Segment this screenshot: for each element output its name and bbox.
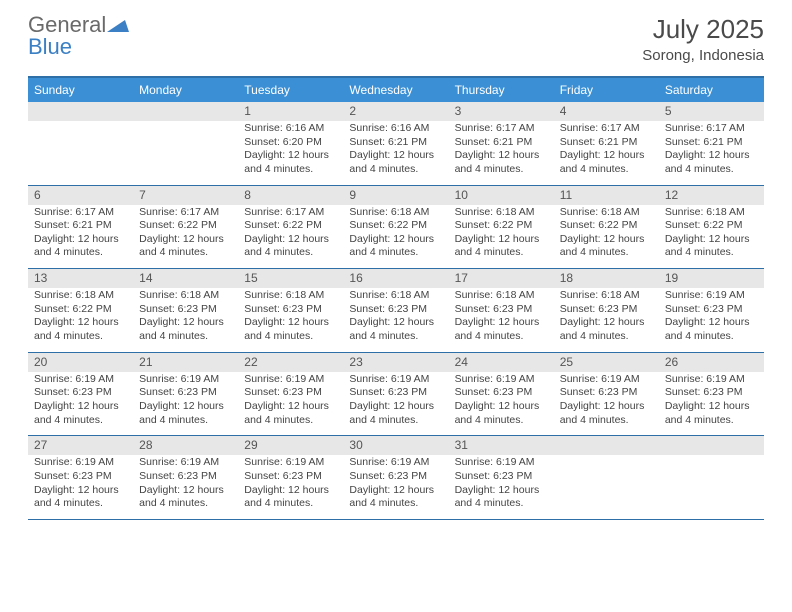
header: General Blue July 2025 Sorong, Indonesia: [0, 0, 792, 70]
day-number: 9: [343, 186, 448, 205]
week: 2728293031Sunrise: 6:19 AMSunset: 6:23 P…: [28, 436, 764, 520]
day-content: [554, 455, 659, 519]
day-number: 19: [659, 269, 764, 288]
day-number: 14: [133, 269, 238, 288]
day-content: Sunrise: 6:16 AMSunset: 6:21 PMDaylight:…: [343, 121, 448, 185]
day-content: Sunrise: 6:19 AMSunset: 6:23 PMDaylight:…: [343, 455, 448, 519]
title-block: July 2025 Sorong, Indonesia: [642, 14, 764, 64]
day-content: Sunrise: 6:19 AMSunset: 6:23 PMDaylight:…: [238, 372, 343, 436]
calendar: SundayMondayTuesdayWednesdayThursdayFrid…: [28, 76, 764, 520]
location-subtitle: Sorong, Indonesia: [642, 47, 764, 64]
day-content: Sunrise: 6:19 AMSunset: 6:23 PMDaylight:…: [659, 372, 764, 436]
day-header: Wednesday: [343, 78, 448, 102]
day-number: 1: [238, 102, 343, 121]
day-number: 21: [133, 353, 238, 372]
day-content: Sunrise: 6:19 AMSunset: 6:23 PMDaylight:…: [238, 455, 343, 519]
day-content: Sunrise: 6:18 AMSunset: 6:23 PMDaylight:…: [133, 288, 238, 352]
day-number: 26: [659, 353, 764, 372]
day-number: 23: [343, 353, 448, 372]
day-number: [659, 436, 764, 455]
week: 6789101112 Sunrise: 6:17 AMSunset: 6:21 P…: [28, 186, 764, 270]
day-number: 5: [659, 102, 764, 121]
week: 13141516171819Sunrise: 6:18 AMSunset: 6:…: [28, 269, 764, 353]
day-header: Sunday: [28, 78, 133, 102]
day-number: 30: [343, 436, 448, 455]
day-content: Sunrise: 6:18 AMSunset: 6:23 PMDaylight:…: [449, 288, 554, 352]
logo-text-2: Blue: [28, 34, 72, 59]
day-number: 29: [238, 436, 343, 455]
day-header: Monday: [133, 78, 238, 102]
day-content: Sunrise: 6:18 AMSunset: 6:22 PMDaylight:…: [554, 205, 659, 269]
day-content: Sunrise: 6:18 AMSunset: 6:22 PMDaylight:…: [449, 205, 554, 269]
day-number: [28, 102, 133, 121]
day-content: Sunrise: 6:18 AMSunset: 6:22 PMDaylight:…: [343, 205, 448, 269]
day-header: Tuesday: [238, 78, 343, 102]
day-number: [133, 102, 238, 121]
day-header: Saturday: [659, 78, 764, 102]
day-content: Sunrise: 6:16 AMSunset: 6:20 PMDaylight:…: [238, 121, 343, 185]
day-header: Friday: [554, 78, 659, 102]
day-content: Sunrise: 6:19 AMSunset: 6:23 PMDaylight:…: [133, 455, 238, 519]
day-number: 22: [238, 353, 343, 372]
day-number: 11: [554, 186, 659, 205]
day-content: Sunrise: 6:19 AMSunset: 6:23 PMDaylight:…: [133, 372, 238, 436]
day-number: 13: [28, 269, 133, 288]
logo-triangle-icon: [107, 14, 129, 36]
day-header-row: SundayMondayTuesdayWednesdayThursdayFrid…: [28, 78, 764, 102]
day-number: 12: [659, 186, 764, 205]
day-number: 6: [28, 186, 133, 205]
day-content: Sunrise: 6:19 AMSunset: 6:23 PMDaylight:…: [659, 288, 764, 352]
logo: General Blue: [28, 14, 129, 58]
day-number: 18: [554, 269, 659, 288]
day-content: Sunrise: 6:18 AMSunset: 6:22 PMDaylight:…: [659, 205, 764, 269]
day-content: Sunrise: 6:17 AMSunset: 6:21 PMDaylight:…: [449, 121, 554, 185]
day-content: Sunrise: 6:19 AMSunset: 6:23 PMDaylight:…: [28, 455, 133, 519]
day-number: 3: [449, 102, 554, 121]
day-content: [28, 121, 133, 185]
day-number: 24: [449, 353, 554, 372]
day-number: 7: [133, 186, 238, 205]
week: 12345 Sunrise: 6:16 AMSunset: 6:20 PMDayl…: [28, 102, 764, 186]
day-number: 15: [238, 269, 343, 288]
day-content: Sunrise: 6:18 AMSunset: 6:23 PMDaylight:…: [238, 288, 343, 352]
day-content: Sunrise: 6:19 AMSunset: 6:23 PMDaylight:…: [554, 372, 659, 436]
day-content: Sunrise: 6:18 AMSunset: 6:23 PMDaylight:…: [554, 288, 659, 352]
day-content: [659, 455, 764, 519]
day-content: [133, 121, 238, 185]
day-content: Sunrise: 6:17 AMSunset: 6:22 PMDaylight:…: [133, 205, 238, 269]
day-number: [554, 436, 659, 455]
day-number: 20: [28, 353, 133, 372]
day-number: 28: [133, 436, 238, 455]
day-number: 16: [343, 269, 448, 288]
day-number: 4: [554, 102, 659, 121]
day-header: Thursday: [449, 78, 554, 102]
day-number: 27: [28, 436, 133, 455]
day-content: Sunrise: 6:19 AMSunset: 6:23 PMDaylight:…: [449, 455, 554, 519]
day-number: 8: [238, 186, 343, 205]
day-content: Sunrise: 6:19 AMSunset: 6:23 PMDaylight:…: [449, 372, 554, 436]
day-content: Sunrise: 6:17 AMSunset: 6:22 PMDaylight:…: [238, 205, 343, 269]
day-content: Sunrise: 6:17 AMSunset: 6:21 PMDaylight:…: [659, 121, 764, 185]
day-content: Sunrise: 6:18 AMSunset: 6:23 PMDaylight:…: [343, 288, 448, 352]
day-content: Sunrise: 6:17 AMSunset: 6:21 PMDaylight:…: [28, 205, 133, 269]
day-content: Sunrise: 6:17 AMSunset: 6:21 PMDaylight:…: [554, 121, 659, 185]
day-number: 25: [554, 353, 659, 372]
day-content: Sunrise: 6:19 AMSunset: 6:23 PMDaylight:…: [343, 372, 448, 436]
day-content: Sunrise: 6:19 AMSunset: 6:23 PMDaylight:…: [28, 372, 133, 436]
day-number: 17: [449, 269, 554, 288]
day-number: 10: [449, 186, 554, 205]
week: 20212223242526Sunrise: 6:19 AMSunset: 6:…: [28, 353, 764, 437]
page-title: July 2025: [642, 14, 764, 45]
day-number: 31: [449, 436, 554, 455]
day-content: Sunrise: 6:18 AMSunset: 6:22 PMDaylight:…: [28, 288, 133, 352]
day-number: 2: [343, 102, 448, 121]
